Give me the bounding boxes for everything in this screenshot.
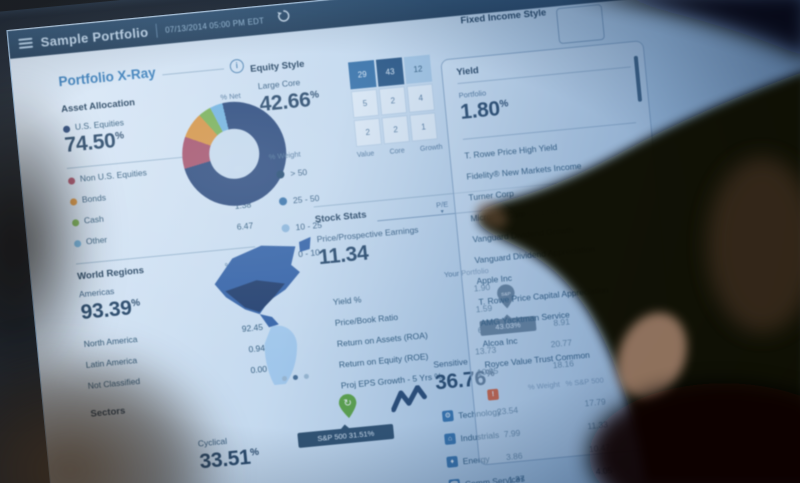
us-equities-value: 74.50%: [63, 129, 125, 157]
equity-style-title: Equity Style: [249, 58, 305, 75]
divider: [155, 23, 158, 38]
divider: [457, 66, 631, 85]
asset-label: Other: [85, 234, 108, 247]
yield-value: 1.80%: [459, 97, 509, 124]
asset-dot: [73, 239, 82, 248]
page-title: Portfolio X-Ray: [57, 65, 157, 90]
fixed-income-style-box: [555, 3, 606, 45]
app-title: Sample Portfolio: [39, 24, 149, 50]
asset-dot: [67, 177, 76, 185]
region-label: North America: [83, 333, 138, 350]
yield-holdings-card: Yield Portfolio 1.80% T. Rowe Price High…: [440, 40, 683, 466]
style-box-cell: 12: [403, 54, 433, 85]
style-box-cell: 1: [409, 112, 438, 142]
asset-label: Bonds: [81, 192, 107, 205]
legend-dot: [276, 170, 285, 179]
cyclical-pin-icon: ↻: [338, 394, 357, 419]
weight-legend-header: % Weight: [268, 149, 301, 162]
style-box-cell: 5: [350, 88, 380, 119]
divider: [162, 68, 225, 76]
sensitive-icon: [391, 384, 427, 413]
style-box-cell: 29: [348, 60, 377, 90]
style-box-cell: 2: [353, 117, 383, 148]
style-box-cell: 2: [381, 115, 410, 145]
asset-value: 6.47: [236, 220, 254, 232]
sector-icon: ☎: [448, 478, 461, 483]
sector-icon: ♦: [446, 455, 459, 468]
americas-map: [214, 236, 311, 391]
legend-label: > 50: [289, 166, 308, 179]
legend-dot: [278, 196, 288, 206]
info-icon[interactable]: i: [229, 58, 245, 74]
sectors-title: Sectors: [90, 405, 126, 420]
tablet-screen: Sample Portfolio 07/13/2014 05:00 PM EDT…: [6, 0, 800, 483]
app-bar: Sample Portfolio 07/13/2014 05:00 PM EDT: [7, 0, 800, 59]
holding-flag-row: !: [486, 383, 500, 402]
legend-dot: [281, 223, 290, 233]
asset-allocation-title: Asset Allocation: [60, 97, 136, 116]
sector-sp500: 4.05: [595, 465, 613, 477]
scrollbar-thumb[interactable]: [633, 55, 643, 102]
americas-label: Americas: [78, 285, 115, 300]
cyclical-label: Cyclical: [197, 435, 228, 449]
americas-value: 93.39%: [79, 296, 141, 325]
equity-style-value: 42.66%: [258, 88, 320, 117]
style-box-grid: 29 43 12 5 2 4 2 2 1: [348, 54, 438, 148]
world-regions-title: World Regions: [76, 265, 145, 283]
sector-icon: ⚙: [441, 410, 454, 423]
asset-dot: [69, 198, 78, 206]
holdings-list: T. Rowe Price High Yield Fidelity® New Ma…: [464, 134, 661, 381]
us-equities-dot: [62, 125, 71, 134]
timestamp: 07/13/2014 05:00 PM EDT: [164, 15, 265, 35]
asset-dot: [71, 219, 80, 227]
legend-label: 25 - 50: [292, 192, 320, 206]
style-axis-label: Value: [356, 150, 375, 160]
style-box-cell: 2: [378, 86, 408, 116]
sector-icon: ⌂: [444, 432, 457, 445]
yield-title: Yield: [455, 65, 480, 79]
asset-label: Non U.S. Equities: [79, 167, 148, 184]
asset-label: Cash: [83, 213, 105, 226]
menu-icon[interactable]: [18, 37, 34, 49]
style-axis-labels: Value Core Growth: [357, 144, 443, 159]
style-axis-label: Core: [389, 147, 406, 156]
refresh-icon[interactable]: [277, 9, 292, 28]
style-box-cell: 4: [406, 83, 436, 113]
style-axis-label: Growth: [419, 143, 443, 153]
cyclical-sp500-bubble: S&P 500 31.51%: [297, 423, 395, 448]
flag-icon: !: [487, 388, 500, 401]
cyclical-value: 33.51%: [198, 445, 260, 474]
style-box-cell: 43: [375, 57, 405, 87]
svg-text:↻: ↻: [343, 398, 352, 410]
